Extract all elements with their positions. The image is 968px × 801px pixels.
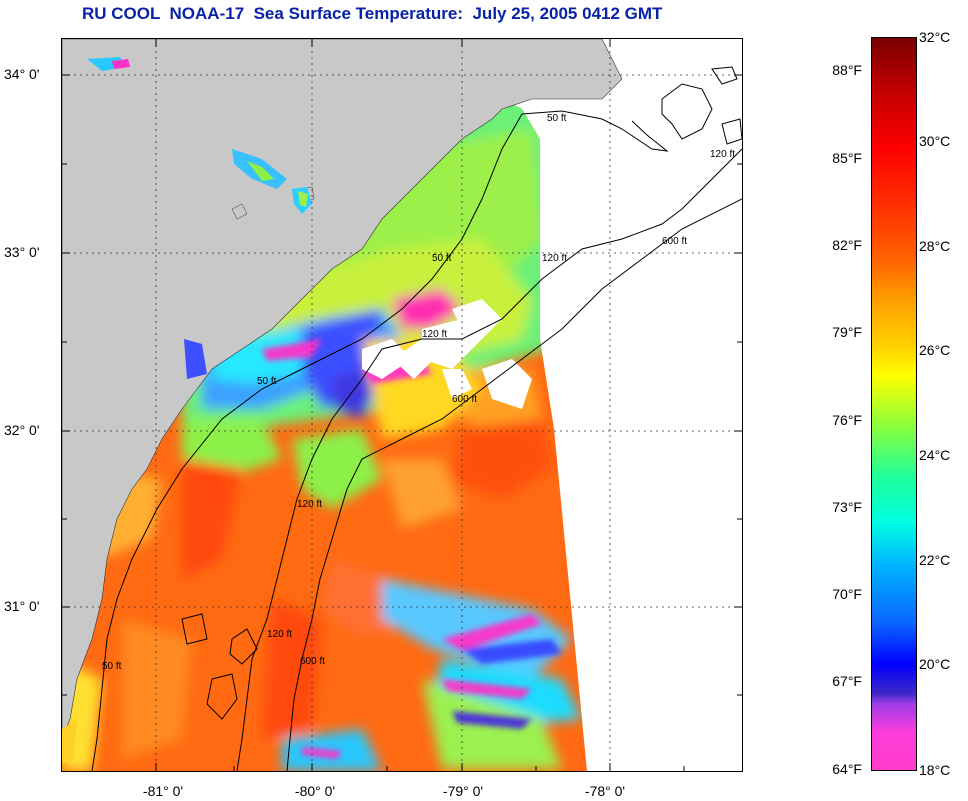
colorbar-f-88: 88°F — [832, 62, 862, 78]
isobath-label-120-cloud: 120 ft — [422, 329, 447, 340]
colorbar-f-76: 76°F — [832, 412, 862, 428]
land-mass — [62, 39, 623, 740]
temperature-colorbar — [871, 37, 917, 771]
isobath-label-600-south: 600 ft — [300, 656, 325, 667]
lon-label-80: -80° 0' — [294, 783, 336, 799]
colorbar-f-73: 73°F — [832, 499, 862, 515]
isobath-label-50-south: 50 ft — [257, 376, 277, 387]
isobath-labels: 50 ft 50 ft 50 ft 50 ft 120 ft 120 ft 12… — [102, 113, 735, 672]
inland-sst-patches — [62, 57, 312, 764]
isobath-label-120-mid: 120 ft — [542, 253, 567, 264]
colorbar-f-79: 79°F — [832, 324, 862, 340]
colorbar-c-32: 32°C — [919, 29, 951, 45]
isobath-label-600-north: 600 ft — [662, 236, 687, 247]
lon-label-79: -79° 0' — [442, 783, 484, 799]
lat-label-32: 32° 0' — [4, 422, 40, 438]
isobath-120ft — [236, 148, 742, 771]
colorbar-c-28: 28°C — [919, 238, 951, 254]
colorbar-c-26: 26°C — [919, 342, 951, 358]
lat-label-31: 31° 0' — [4, 598, 40, 614]
isobath-600ft — [286, 198, 742, 771]
colorbar-f-67: 67°F — [832, 673, 862, 689]
colorbar-c-20: 20°C — [919, 656, 951, 672]
isobath-label-120-north: 120 ft — [710, 149, 735, 160]
isobath-50ft — [91, 110, 669, 771]
lat-label-33: 33° 0' — [4, 244, 40, 260]
isobath-label-600-mid: 600 ft — [452, 394, 477, 405]
isobath-label-50-mid: 50 ft — [432, 253, 452, 264]
isobath-label-120-far: 120 ft — [267, 629, 292, 640]
isobath-label-50-far: 50 ft — [102, 661, 122, 672]
sst-map-canvas: 50 ft 50 ft 50 ft 50 ft 120 ft 120 ft 12… — [62, 39, 742, 771]
colorbar-f-64: 64°F — [832, 761, 862, 777]
isobath-label-50-north: 50 ft — [547, 113, 567, 124]
colorbar-f-82: 82°F — [832, 237, 862, 253]
isobath-label-120-south: 120 ft — [297, 499, 322, 510]
map-title: RU COOL NOAA-17 Sea Surface Temperature:… — [82, 4, 663, 23]
isobaths — [91, 66, 742, 771]
colorbar-c-22: 22°C — [919, 552, 951, 568]
colorbar-f-70: 70°F — [832, 586, 862, 602]
sst-map[interactable]: 50 ft 50 ft 50 ft 50 ft 120 ft 120 ft 12… — [61, 38, 743, 772]
colorbar-c-18: 18°C — [919, 762, 951, 778]
colorbar-c-30: 30°C — [919, 133, 951, 149]
lon-label-81: -81° 0' — [142, 783, 184, 799]
graticule — [62, 39, 742, 771]
lon-label-78: -78° 0' — [584, 783, 626, 799]
lat-label-34: 34° 0' — [4, 66, 40, 82]
frame-ticks — [62, 39, 742, 771]
colorbar-c-24: 24°C — [919, 447, 951, 463]
colorbar-f-85: 85°F — [832, 150, 862, 166]
